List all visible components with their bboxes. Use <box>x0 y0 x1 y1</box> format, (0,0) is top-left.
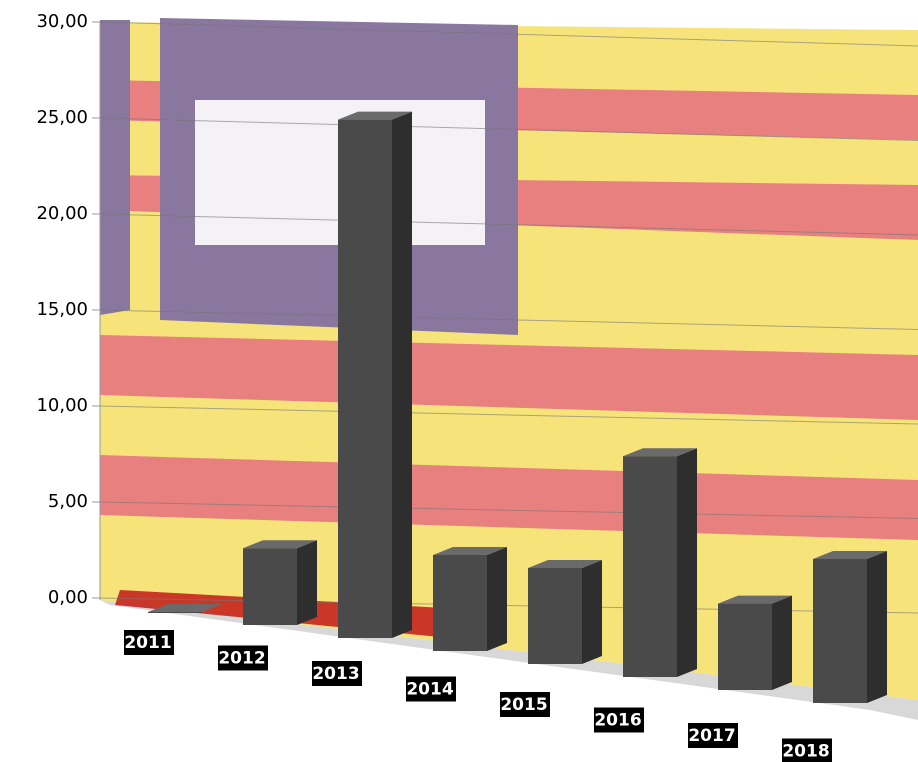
bar <box>338 111 412 639</box>
y-tick-label: 25,00 <box>36 107 88 128</box>
bar-front <box>718 603 772 690</box>
y-tick-label: 30,00 <box>36 11 88 32</box>
bar-top <box>433 547 507 555</box>
x-tick-label: 2012 <box>218 649 265 669</box>
bar-front <box>243 548 297 625</box>
bar <box>148 604 222 613</box>
x-label-bg <box>312 661 362 686</box>
bar-side <box>772 595 792 690</box>
y-tick-label: 20,00 <box>36 203 88 224</box>
grid-line <box>99 309 918 330</box>
bar-top <box>623 448 697 457</box>
grid-line <box>99 405 918 425</box>
grid-line <box>99 501 918 519</box>
grid-line <box>99 213 918 236</box>
bar-side <box>867 551 887 703</box>
x-tick-label: 2018 <box>782 742 829 762</box>
x-tick-label: 2016 <box>594 711 641 731</box>
bar-side <box>677 448 697 677</box>
y-tick-label: 10,00 <box>36 395 88 416</box>
x-label-bg <box>594 707 644 733</box>
grid-line <box>99 21 918 47</box>
bar-front <box>813 559 867 703</box>
bar-side <box>487 547 507 651</box>
bar <box>243 540 317 625</box>
x-label-bg <box>688 723 738 748</box>
x-tick-label: 2011 <box>124 633 171 653</box>
bar-side <box>297 540 317 625</box>
x-label-bg <box>782 738 832 762</box>
bar-front <box>433 555 487 651</box>
bar-front <box>623 456 677 677</box>
bar-front <box>338 119 392 639</box>
bar <box>718 595 792 690</box>
bar-side <box>392 111 412 639</box>
x-label-bg <box>124 630 174 655</box>
bar-top <box>243 540 317 549</box>
bar <box>528 560 602 664</box>
x-label-bg <box>218 645 268 671</box>
x-tick-label: 2015 <box>500 695 547 715</box>
grid-line <box>99 117 918 141</box>
x-tick-label: 2017 <box>688 726 735 746</box>
bar <box>813 551 887 703</box>
bar-top <box>718 595 792 604</box>
bar-side <box>582 560 602 664</box>
bar-top <box>148 604 222 612</box>
flag-wall <box>100 18 918 720</box>
bar-top <box>813 551 887 559</box>
bar-top <box>338 111 412 120</box>
x-label-bg <box>500 692 550 717</box>
y-tick-label: 5,00 <box>48 491 88 512</box>
x-tick-label: 2013 <box>312 664 359 684</box>
x-tick-label: 2014 <box>406 680 453 700</box>
x-label-bg <box>406 676 456 702</box>
bar <box>433 547 507 651</box>
bar-front <box>148 612 202 613</box>
y-tick-label: 0,00 <box>48 587 88 608</box>
y-tick-label: 15,00 <box>36 299 88 320</box>
bar-top <box>528 560 602 568</box>
bar <box>623 448 697 677</box>
bar-front <box>528 568 582 664</box>
